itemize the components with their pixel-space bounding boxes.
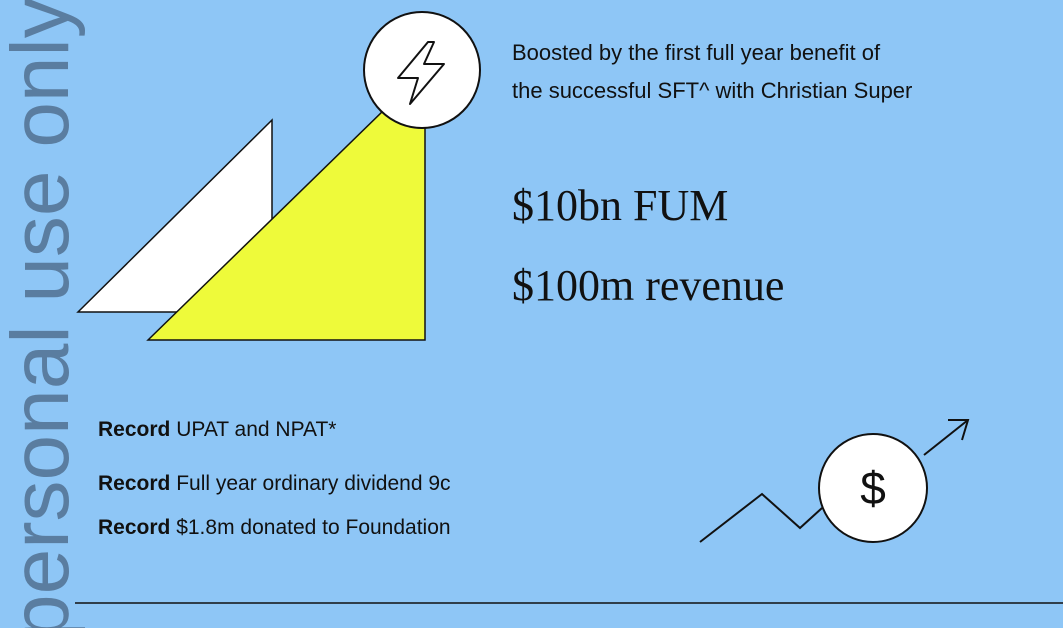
record-label: Record xyxy=(98,516,170,539)
intro-line: the successful SFT^ with Christian Super xyxy=(512,78,912,103)
bolt-circle xyxy=(363,11,481,129)
yellow-triangle xyxy=(146,68,426,341)
record-text: UPAT and NPAT* xyxy=(176,418,336,441)
record-text: Full year ordinary dividend 9c xyxy=(176,472,450,495)
intro-line: Boosted by the first full year benefit o… xyxy=(512,40,881,65)
trend-arrow xyxy=(923,419,969,456)
record-label: Record xyxy=(98,418,170,441)
white-triangle xyxy=(76,118,273,313)
dollar-icon: $ xyxy=(860,462,886,514)
watermark: personal use only xyxy=(0,0,86,628)
record-text: $1.8m donated to Foundation xyxy=(176,516,450,539)
trend-line xyxy=(699,492,823,543)
record-line: Record $1.8m donated to Foundation xyxy=(98,516,451,539)
headline: $10bn FUM xyxy=(512,181,728,230)
bolt-icon xyxy=(397,41,445,105)
record-line: Record Full year ordinary dividend 9c xyxy=(98,472,451,495)
arrow-head xyxy=(948,419,970,441)
headline: $100m revenue xyxy=(512,261,784,310)
record-line: Record UPAT and NPAT* xyxy=(98,418,336,441)
dollar-circle xyxy=(818,433,928,543)
record-label: Record xyxy=(98,472,170,495)
